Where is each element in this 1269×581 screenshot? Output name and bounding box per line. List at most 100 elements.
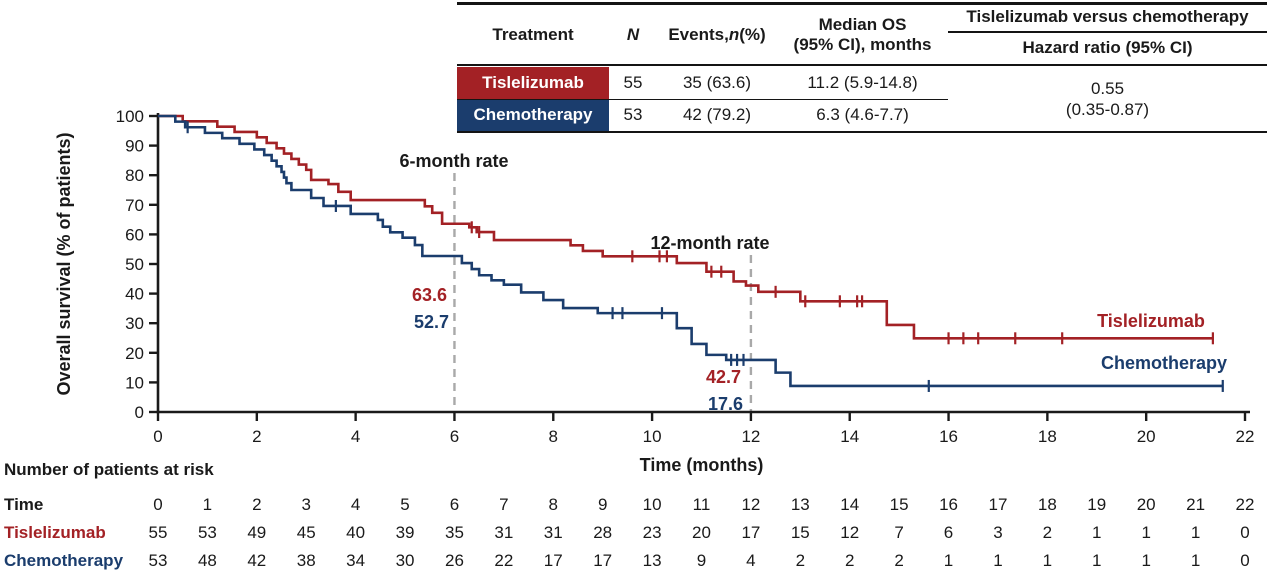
risk-count-tislelizumab: 17 [741, 523, 761, 542]
x-tick-label: 20 [1137, 427, 1156, 446]
risk-count-chemotherapy: 1 [1141, 551, 1151, 570]
risk-count-chemotherapy: 1 [1042, 551, 1053, 570]
row-tislelizumab-label: Tislelizumab [457, 66, 609, 99]
row-chemotherapy-median: 6.3 (4.6-7.7) [816, 105, 909, 125]
x-tick-label: 22 [1236, 427, 1255, 446]
six-month-rate-label: 6-month rate [399, 151, 508, 171]
risk-count-chemotherapy: 53 [148, 551, 168, 570]
risk-time-value: 0 [153, 495, 163, 514]
y-tick-label: 100 [116, 107, 144, 126]
x-tick-label: 6 [450, 427, 459, 446]
risk-label-chemotherapy: Chemotherapy [4, 551, 124, 570]
y-tick-label: 60 [125, 225, 144, 244]
curve-label-chemotherapy: Chemotherapy [1101, 353, 1227, 373]
risk-count-tislelizumab: 1 [1092, 523, 1102, 542]
header-underline [457, 64, 1267, 67]
y-tick-label: 40 [125, 285, 144, 304]
risk-count-chemotherapy: 2 [844, 551, 855, 570]
km-curve-tislelizumab [158, 114, 1213, 340]
y-tick-label: 0 [135, 403, 144, 422]
risk-count-chemotherapy: 17 [543, 551, 563, 570]
risk-count-chemotherapy: 2 [894, 551, 904, 570]
header-events-pre: Events, [668, 24, 729, 44]
twelve-month-rate-chemotherapy: 17.6 [708, 394, 743, 414]
risk-time-value: 11 [692, 495, 711, 514]
header-events-post: (%) [739, 24, 766, 44]
risk-count-chemotherapy: 26 [444, 551, 464, 570]
header-median-line2: (95% CI), months [793, 34, 932, 54]
risk-count-tislelizumab: 40 [346, 523, 366, 542]
risk-count-tislelizumab: 7 [894, 523, 904, 542]
risk-label-tislelizumab: Tislelizumab [4, 523, 106, 542]
risk-table-title: Number of patients at risk [4, 460, 214, 479]
risk-time-value: 21 [1186, 495, 1206, 514]
risk-count-chemotherapy: 48 [197, 551, 217, 570]
y-axis-title: Overall survival (% of patients) [54, 132, 74, 395]
twelve-month-rate-tislelizumab: 42.7 [706, 367, 741, 387]
risk-count-chemotherapy: 22 [494, 551, 514, 570]
risk-row-time: Time 0 1 2 3 4 5 6 7 8 9 10 11 12 13 14 15 16 17 18 19 20 21 2… [0, 494, 1269, 516]
risk-time-value: 5 [400, 495, 410, 514]
x-tick-label: 10 [643, 427, 662, 446]
row-tislelizumab-events: 35 (63.6) [682, 72, 752, 92]
risk-count-tislelizumab: 49 [247, 523, 267, 542]
six-month-rate-tislelizumab: 63.6 [412, 285, 447, 305]
km-curve-chemotherapy [158, 114, 1223, 388]
risk-time-value: 16 [939, 495, 958, 514]
risk-count-chemotherapy: 4 [746, 551, 756, 570]
risk-time-value: 8 [548, 495, 558, 514]
risk-time-value: 4 [350, 495, 361, 514]
row-separator [457, 98, 948, 101]
risk-count-tislelizumab: 1 [1190, 523, 1201, 542]
risk-time-value: 9 [597, 495, 608, 514]
x-tick-label: 12 [741, 427, 760, 446]
risk-time-value: 12 [741, 495, 761, 514]
risk-time-value: 15 [889, 495, 909, 514]
risk-count-tislelizumab: 1 [1141, 523, 1151, 542]
risk-count-chemotherapy: 30 [395, 551, 415, 570]
risk-count-tislelizumab: 53 [197, 523, 217, 542]
risk-count-tislelizumab: 15 [790, 523, 810, 542]
risk-count-chemotherapy: 9 [696, 551, 707, 570]
x-tick-label: 14 [840, 427, 859, 446]
risk-count-tislelizumab: 2 [1042, 523, 1053, 542]
risk-count-chemotherapy: 0 [1240, 551, 1250, 570]
risk-count-tislelizumab: 31 [543, 523, 563, 542]
header-n: N [626, 24, 640, 44]
risk-count-chemotherapy: 2 [795, 551, 806, 570]
header-events-n: n [728, 24, 740, 44]
header-hazard-group: Tislelizumab versus chemotherapy Hazard … [948, 5, 1267, 64]
risk-time-value: 10 [642, 495, 662, 514]
y-tick-label: 70 [125, 196, 144, 215]
risk-count-chemotherapy: 17 [593, 551, 613, 570]
twelve-month-rate-label: 12-month rate [650, 233, 769, 253]
risk-time-value: 22 [1235, 495, 1255, 514]
risk-time-value: 3 [301, 495, 311, 514]
risk-row-tislelizumab: Tislelizumab 55 53 49 45 40 39 35 31 31 28 23 20 17 1… [0, 522, 1269, 544]
risk-time-label: Time [4, 495, 44, 514]
row-chemotherapy-n: 53 [623, 105, 643, 125]
risk-count-tislelizumab: 23 [642, 523, 662, 542]
row-chemotherapy-events: 42 (79.2) [682, 105, 752, 125]
risk-time-value: 2 [252, 495, 262, 514]
x-tick-label: 16 [939, 427, 958, 446]
risk-count-chemotherapy: 1 [993, 551, 1003, 570]
curve-label-tislelizumab: Tislelizumab [1097, 311, 1205, 331]
risk-time-value: 17 [988, 495, 1008, 514]
risk-count-tislelizumab: 45 [296, 523, 316, 542]
risk-count-tislelizumab: 39 [395, 523, 415, 542]
y-tick-label: 90 [125, 137, 144, 156]
risk-time-value: 19 [1087, 495, 1107, 514]
risk-count-tislelizumab: 31 [494, 523, 514, 542]
six-month-rate-chemotherapy: 52.7 [414, 312, 449, 332]
hazard-ratio-number: 0.55 [1090, 78, 1125, 98]
risk-time-value: 7 [499, 495, 509, 514]
risk-count-tislelizumab: 0 [1240, 523, 1250, 542]
risk-time-value: 18 [1037, 495, 1057, 514]
summary-table: Treatment N Events, n (%) Median OS (95%… [457, 2, 1267, 134]
row-chemotherapy-label: Chemotherapy [457, 100, 609, 131]
header-treatment: Treatment [492, 24, 574, 44]
risk-count-chemotherapy: 1 [1092, 551, 1102, 570]
risk-count-chemotherapy: 1 [1190, 551, 1201, 570]
